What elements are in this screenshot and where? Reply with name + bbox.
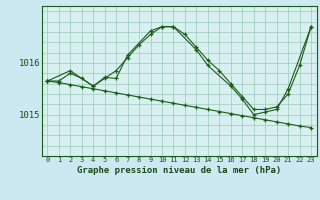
X-axis label: Graphe pression niveau de la mer (hPa): Graphe pression niveau de la mer (hPa) — [77, 166, 281, 175]
